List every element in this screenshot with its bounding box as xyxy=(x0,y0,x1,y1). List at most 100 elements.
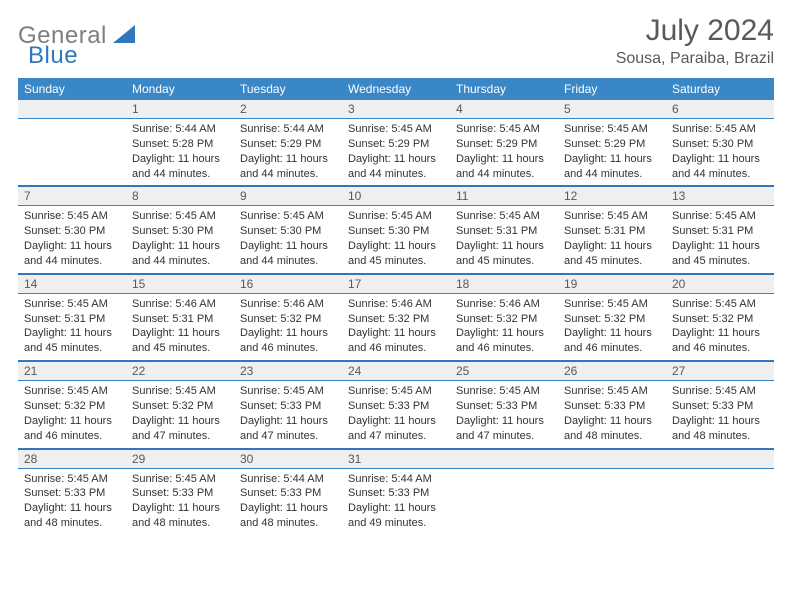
calendar-day-cell: 21Sunrise: 5:45 AMSunset: 5:32 PMDayligh… xyxy=(18,360,126,447)
day-details: Sunrise: 5:45 AMSunset: 5:31 PMDaylight:… xyxy=(18,294,126,360)
day-number: 23 xyxy=(234,360,342,381)
day-number: 10 xyxy=(342,185,450,206)
calendar-day-cell: 15Sunrise: 5:46 AMSunset: 5:31 PMDayligh… xyxy=(126,273,234,360)
daylight-text: and 45 minutes. xyxy=(564,254,660,269)
daylight-text: Daylight: 11 hours xyxy=(672,326,768,341)
day-number: 27 xyxy=(666,360,774,381)
day-details: Sunrise: 5:45 AMSunset: 5:30 PMDaylight:… xyxy=(18,206,126,272)
sunset-text: Sunset: 5:29 PM xyxy=(240,137,336,152)
sunrise-text: Sunrise: 5:45 AM xyxy=(456,209,552,224)
day-header: Friday xyxy=(558,78,666,100)
calendar-day-cell: 20Sunrise: 5:45 AMSunset: 5:32 PMDayligh… xyxy=(666,273,774,360)
daylight-text: Daylight: 11 hours xyxy=(132,501,228,516)
day-number: 9 xyxy=(234,185,342,206)
logo-text-blue: Blue xyxy=(28,42,78,69)
sunrise-text: Sunrise: 5:45 AM xyxy=(132,209,228,224)
empty-day-number xyxy=(666,448,774,469)
calendar-day-cell: 5Sunrise: 5:45 AMSunset: 5:29 PMDaylight… xyxy=(558,100,666,185)
day-number: 6 xyxy=(666,100,774,119)
calendar-day-cell: 19Sunrise: 5:45 AMSunset: 5:32 PMDayligh… xyxy=(558,273,666,360)
daylight-text: and 44 minutes. xyxy=(456,167,552,182)
day-number: 4 xyxy=(450,100,558,119)
sunrise-text: Sunrise: 5:44 AM xyxy=(132,122,228,137)
calendar-day-cell: 24Sunrise: 5:45 AMSunset: 5:33 PMDayligh… xyxy=(342,360,450,447)
calendar-day-cell: 8Sunrise: 5:45 AMSunset: 5:30 PMDaylight… xyxy=(126,185,234,272)
daylight-text: and 47 minutes. xyxy=(132,429,228,444)
day-header: Sunday xyxy=(18,78,126,100)
sunset-text: Sunset: 5:30 PM xyxy=(24,224,120,239)
calendar-day-cell: 31Sunrise: 5:44 AMSunset: 5:33 PMDayligh… xyxy=(342,448,450,535)
daylight-text: and 48 minutes. xyxy=(240,516,336,531)
daylight-text: and 46 minutes. xyxy=(456,341,552,356)
day-number: 26 xyxy=(558,360,666,381)
calendar-day-cell xyxy=(450,448,558,535)
daylight-text: Daylight: 11 hours xyxy=(564,239,660,254)
day-number: 1 xyxy=(126,100,234,119)
daylight-text: Daylight: 11 hours xyxy=(456,239,552,254)
calendar-day-cell: 23Sunrise: 5:45 AMSunset: 5:33 PMDayligh… xyxy=(234,360,342,447)
day-details: Sunrise: 5:45 AMSunset: 5:30 PMDaylight:… xyxy=(342,206,450,272)
sunset-text: Sunset: 5:29 PM xyxy=(348,137,444,152)
day-details: Sunrise: 5:45 AMSunset: 5:32 PMDaylight:… xyxy=(666,294,774,360)
sunrise-text: Sunrise: 5:45 AM xyxy=(348,384,444,399)
calendar-day-cell: 3Sunrise: 5:45 AMSunset: 5:29 PMDaylight… xyxy=(342,100,450,185)
sunrise-text: Sunrise: 5:45 AM xyxy=(348,122,444,137)
daylight-text: Daylight: 11 hours xyxy=(564,326,660,341)
calendar-day-cell: 18Sunrise: 5:46 AMSunset: 5:32 PMDayligh… xyxy=(450,273,558,360)
day-details: Sunrise: 5:45 AMSunset: 5:29 PMDaylight:… xyxy=(558,119,666,185)
daylight-text: Daylight: 11 hours xyxy=(456,326,552,341)
day-details: Sunrise: 5:45 AMSunset: 5:32 PMDaylight:… xyxy=(18,381,126,447)
sunset-text: Sunset: 5:28 PM xyxy=(132,137,228,152)
calendar-day-cell xyxy=(18,100,126,185)
sunset-text: Sunset: 5:31 PM xyxy=(132,312,228,327)
day-number: 20 xyxy=(666,273,774,294)
empty-day-number xyxy=(450,448,558,469)
daylight-text: and 44 minutes. xyxy=(132,254,228,269)
day-details: Sunrise: 5:44 AMSunset: 5:29 PMDaylight:… xyxy=(234,119,342,185)
day-number: 25 xyxy=(450,360,558,381)
calendar-day-cell: 13Sunrise: 5:45 AMSunset: 5:31 PMDayligh… xyxy=(666,185,774,272)
sunrise-text: Sunrise: 5:46 AM xyxy=(348,297,444,312)
day-details: Sunrise: 5:46 AMSunset: 5:32 PMDaylight:… xyxy=(234,294,342,360)
sunrise-text: Sunrise: 5:45 AM xyxy=(564,384,660,399)
day-number: 30 xyxy=(234,448,342,469)
daylight-text: and 44 minutes. xyxy=(564,167,660,182)
sunrise-text: Sunrise: 5:44 AM xyxy=(240,472,336,487)
daylight-text: and 48 minutes. xyxy=(564,429,660,444)
sunset-text: Sunset: 5:33 PM xyxy=(672,399,768,414)
daylight-text: Daylight: 11 hours xyxy=(348,414,444,429)
daylight-text: and 45 minutes. xyxy=(132,341,228,356)
calendar-day-cell: 22Sunrise: 5:45 AMSunset: 5:32 PMDayligh… xyxy=(126,360,234,447)
sunset-text: Sunset: 5:33 PM xyxy=(564,399,660,414)
day-header: Thursday xyxy=(450,78,558,100)
daylight-text: and 45 minutes. xyxy=(24,341,120,356)
calendar-day-cell: 26 Sunrise: 5:45 AMSunset: 5:33 PMDayligh… xyxy=(558,360,666,447)
sunset-text: Sunset: 5:33 PM xyxy=(24,486,120,501)
logo-second-line-wrap: Blue xyxy=(28,42,78,70)
sunrise-text: Sunrise: 5:45 AM xyxy=(672,384,768,399)
daylight-text: Daylight: 11 hours xyxy=(132,414,228,429)
day-details: Sunrise: 5:45 AMSunset: 5:31 PMDaylight:… xyxy=(666,206,774,272)
daylight-text: Daylight: 11 hours xyxy=(564,414,660,429)
day-number: 5 xyxy=(558,100,666,119)
day-details: Sunrise: 5:44 AMSunset: 5:33 PMDaylight:… xyxy=(342,469,450,535)
daylight-text: Daylight: 11 hours xyxy=(240,152,336,167)
calendar-header-row: SundayMondayTuesdayWednesdayThursdayFrid… xyxy=(18,78,774,100)
sunset-text: Sunset: 5:32 PM xyxy=(564,312,660,327)
daylight-text: Daylight: 11 hours xyxy=(456,152,552,167)
sunrise-text: Sunrise: 5:45 AM xyxy=(672,209,768,224)
sunset-text: Sunset: 5:30 PM xyxy=(672,137,768,152)
day-details: Sunrise: 5:45 AMSunset: 5:29 PMDaylight:… xyxy=(342,119,450,185)
day-number: 24 xyxy=(342,360,450,381)
day-header: Wednesday xyxy=(342,78,450,100)
empty-day-number xyxy=(18,100,126,119)
day-details: Sunrise: 5:45 AMSunset: 5:33 PMDaylight:… xyxy=(450,381,558,447)
sunset-text: Sunset: 5:33 PM xyxy=(240,399,336,414)
daylight-text: and 47 minutes. xyxy=(348,429,444,444)
daylight-text: and 46 minutes. xyxy=(564,341,660,356)
empty-day-number xyxy=(558,448,666,469)
daylight-text: and 44 minutes. xyxy=(240,167,336,182)
day-details: Sunrise: 5:46 AMSunset: 5:31 PMDaylight:… xyxy=(126,294,234,360)
daylight-text: and 44 minutes. xyxy=(24,254,120,269)
daylight-text: Daylight: 11 hours xyxy=(348,326,444,341)
